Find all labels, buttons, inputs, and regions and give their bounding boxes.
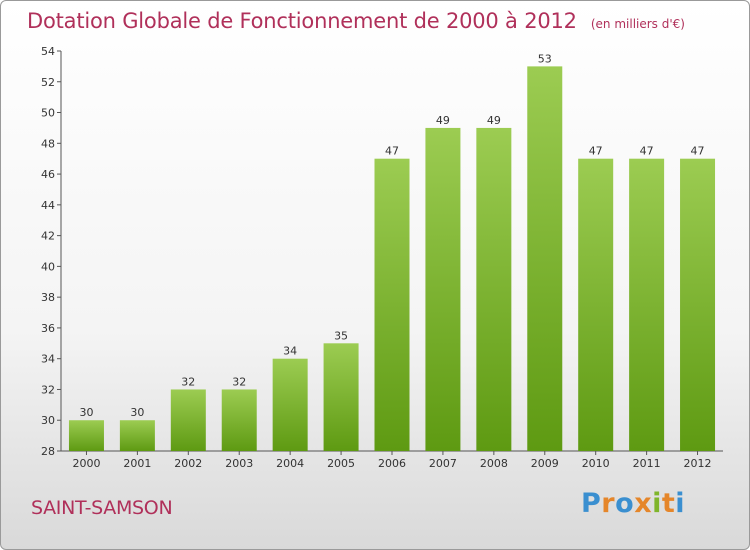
bar-2005	[323, 343, 359, 451]
brand-letter: P	[581, 488, 602, 519]
y-tick-label: 30	[41, 414, 55, 427]
data-label-2005: 35	[334, 329, 348, 342]
x-tick-label: 2000	[72, 457, 100, 470]
y-tick-label: 48	[41, 137, 55, 150]
bar-2008	[476, 127, 512, 451]
x-tick-label: 2011	[633, 457, 661, 470]
chart-bars	[68, 66, 716, 451]
data-label-2009: 53	[538, 52, 552, 65]
bar-2002	[170, 389, 206, 451]
bar-2004	[272, 358, 308, 451]
chart-title: Dotation Globale de Fonctionnement de 20…	[27, 9, 685, 33]
data-label-2010: 47	[589, 145, 603, 158]
x-tick-label: 2002	[174, 457, 202, 470]
bar-2009	[527, 66, 563, 451]
y-tick-label: 34	[41, 353, 55, 366]
bar-2011	[629, 158, 665, 451]
data-label-2000: 30	[79, 406, 93, 419]
city-name: SAINT-SAMSON	[31, 497, 173, 519]
chart-title-text: Dotation Globale de Fonctionnement de 20…	[27, 9, 577, 33]
bar-2007	[425, 127, 461, 451]
y-tick-label: 44	[41, 199, 55, 212]
x-tick-label: 2007	[429, 457, 457, 470]
data-label-2012: 47	[691, 145, 705, 158]
y-tick-label: 38	[41, 291, 55, 304]
chart-data-labels: 30 30 32 32 34 35 47 49 49 53 47 47 47	[79, 52, 704, 419]
brand-letter: i	[675, 488, 686, 519]
bar-2006	[374, 158, 410, 451]
data-label-2004: 34	[283, 345, 297, 358]
x-tick-label: 2004	[276, 457, 304, 470]
x-tick-label: 2005	[327, 457, 355, 470]
data-label-2011: 47	[640, 145, 654, 158]
bar-2003	[221, 389, 257, 451]
brand-logo: Proxiti	[581, 488, 685, 519]
bar-2012	[680, 158, 716, 451]
y-tick-label: 28	[41, 445, 55, 458]
data-label-2003: 32	[232, 375, 246, 388]
data-label-2001: 30	[130, 406, 144, 419]
chart-axes: 28 30 32 34 36 38 40 42 44 46 48 50 52 54 2000 2001 2002…	[41, 45, 723, 470]
y-tick-label: 54	[41, 45, 55, 58]
bar-2001	[119, 420, 155, 451]
brand-letter: r	[601, 488, 616, 519]
brand-letter: x	[634, 488, 653, 519]
y-tick-label: 50	[41, 107, 55, 120]
y-tick-label: 42	[41, 230, 55, 243]
data-label-2002: 32	[181, 375, 195, 388]
x-tick-label: 2006	[378, 457, 406, 470]
brand-letter: o	[615, 488, 635, 519]
y-tick-label: 52	[41, 76, 55, 89]
bar-2000	[68, 420, 104, 451]
x-tick-label: 2001	[123, 457, 151, 470]
data-label-2007: 49	[436, 114, 450, 127]
y-tick-label: 36	[41, 322, 55, 335]
data-label-2006: 47	[385, 145, 399, 158]
brand-letter: i	[652, 488, 662, 519]
x-tick-label: 2009	[531, 457, 559, 470]
chart-unit: (en milliers d'€)	[590, 17, 685, 31]
x-tick-label: 2003	[225, 457, 253, 470]
y-tick-label: 46	[41, 168, 55, 181]
x-tick-label: 2010	[582, 457, 610, 470]
x-tick-label: 2008	[480, 457, 508, 470]
bar-2010	[578, 158, 614, 451]
y-tick-label: 40	[41, 260, 55, 273]
x-tick-label: 2012	[684, 457, 712, 470]
y-tick-label: 32	[41, 383, 55, 396]
data-label-2008: 49	[487, 114, 501, 127]
brand-letter: t	[661, 488, 676, 519]
